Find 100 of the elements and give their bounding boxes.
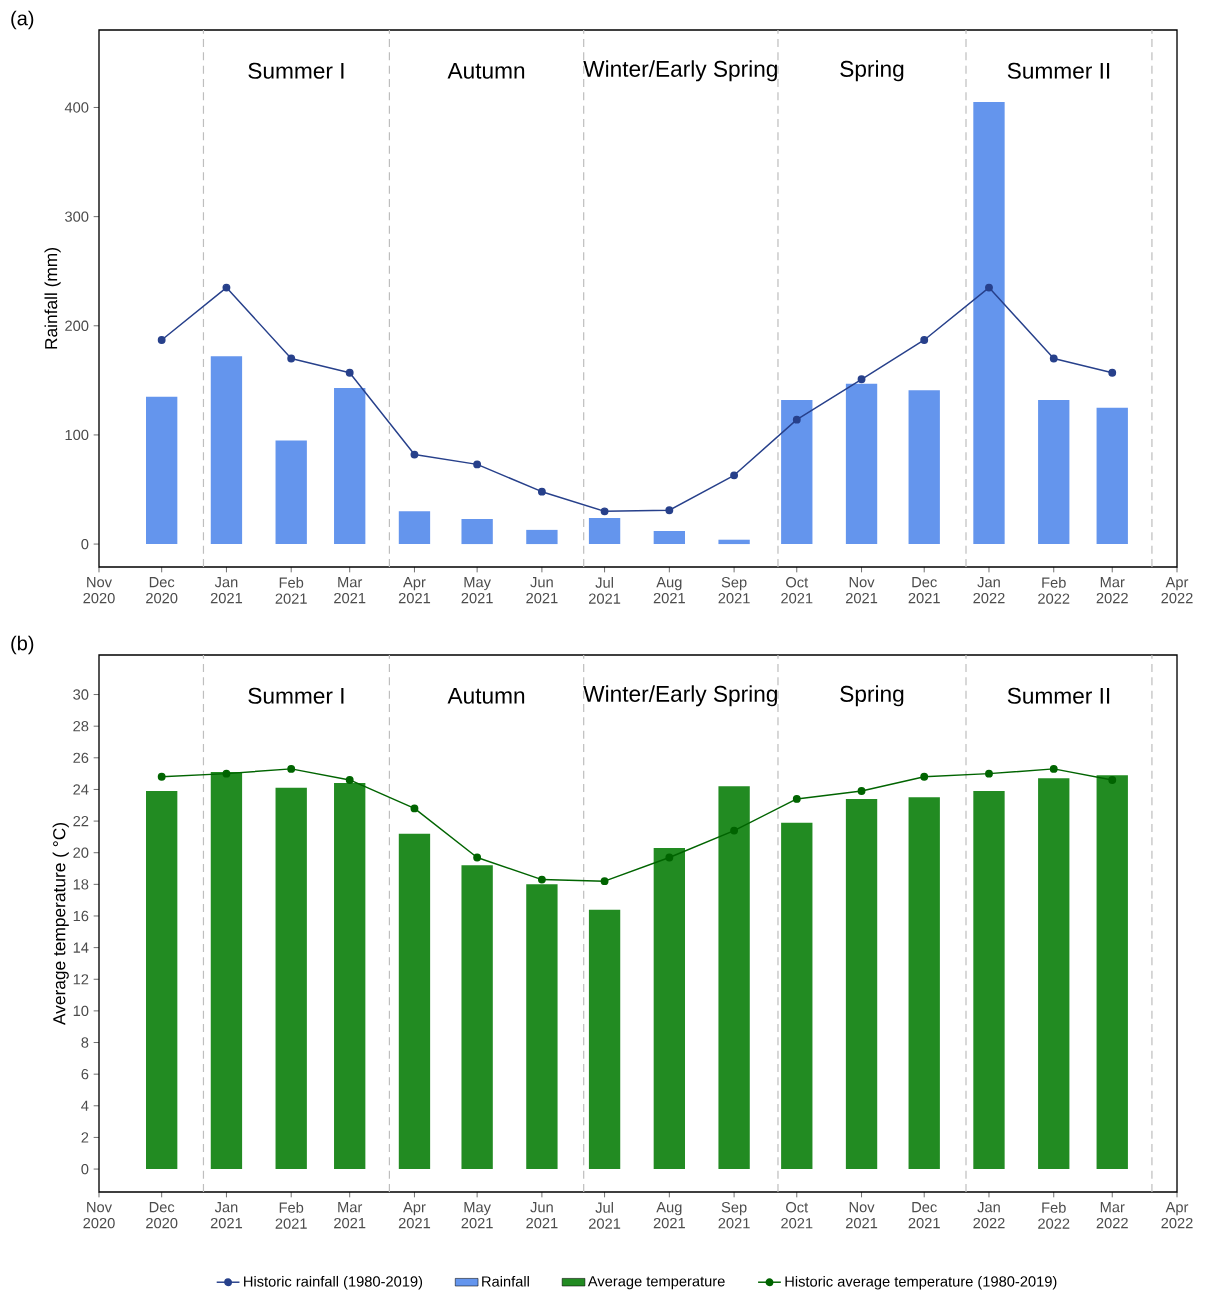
bar	[526, 884, 558, 1170]
annotation: Autumn	[447, 62, 525, 79]
bar	[973, 102, 1005, 545]
bar	[334, 387, 366, 545]
y-tick-label: 18	[73, 879, 89, 890]
point	[857, 787, 866, 795]
bar	[1038, 778, 1070, 1170]
x-tick-label: Dec 2020	[146, 577, 178, 604]
bar	[845, 798, 878, 1170]
bar	[146, 396, 178, 545]
y-tick-label: 24	[73, 784, 89, 795]
legend-label: Rainfall	[482, 1275, 529, 1287]
y-tick-label: 30	[73, 689, 89, 700]
x-tick-label: Aug 2021	[653, 1202, 685, 1229]
x-tick-label: Mar 2022	[1096, 1202, 1128, 1229]
point	[537, 875, 546, 884]
x-tick-label: Jul 2021	[588, 577, 621, 604]
y-tick-label: 4	[81, 1100, 89, 1111]
bar	[210, 772, 243, 1170]
point	[920, 772, 929, 781]
point	[157, 772, 166, 781]
y-axis-title: Average temperature ( °C)	[52, 823, 69, 1026]
point	[600, 507, 609, 516]
x-tick-label: Apr 2021	[398, 1202, 431, 1229]
annotation: Summer I	[248, 687, 344, 704]
x-tick-label: Dec 2021	[908, 577, 940, 604]
x-tick-label: Jun 2021	[526, 1202, 558, 1229]
bar	[718, 539, 750, 545]
point	[345, 368, 354, 377]
x-tick-label: Nov 2021	[845, 1202, 878, 1229]
x-tick-label: Feb 2022	[1038, 577, 1070, 604]
point	[600, 877, 609, 886]
point	[222, 769, 231, 778]
bar	[398, 511, 431, 545]
annotation: Summer I	[248, 62, 344, 79]
y-tick-label: 400	[64, 102, 89, 113]
point	[665, 506, 674, 515]
point	[287, 764, 296, 773]
bar	[908, 390, 940, 545]
annotation: Spring	[840, 685, 904, 707]
y-tick-label: 0	[81, 1163, 89, 1175]
y-tick-label: 22	[73, 815, 89, 827]
x-tick-label: May 2021	[461, 1202, 493, 1229]
y-tick-label: 16	[73, 910, 89, 922]
bar	[908, 797, 940, 1170]
x-tick-label: Jan 2022	[973, 1202, 1005, 1229]
x-tick-label: Feb 2022	[1038, 1202, 1070, 1229]
y-tick-label: 2	[81, 1132, 89, 1143]
point	[1108, 776, 1117, 784]
bar	[781, 822, 813, 1170]
chart-title: (a)	[11, 10, 34, 30]
x-tick-label: Jun 2021	[526, 577, 558, 604]
point	[473, 460, 482, 469]
point	[920, 336, 929, 344]
point	[665, 853, 674, 862]
point	[537, 487, 546, 496]
x-tick-label: Aug 2021	[653, 577, 685, 604]
annotation: Autumn	[447, 687, 525, 704]
point	[473, 853, 482, 862]
point	[1049, 764, 1058, 773]
x-tick-label: Nov 2020	[83, 577, 115, 604]
x-tick-label: Jan 2021	[210, 1202, 243, 1229]
x-tick-label: Apr 2021	[398, 577, 431, 604]
point	[985, 769, 993, 778]
x-tick-label: Oct 2021	[781, 1202, 813, 1229]
bar	[461, 518, 493, 545]
point	[222, 283, 231, 292]
x-tick-label: Apr 2022	[1161, 577, 1193, 604]
point	[730, 471, 739, 480]
point	[985, 283, 993, 292]
x-tick-label: Nov 2020	[83, 1202, 115, 1229]
bar	[461, 865, 493, 1170]
x-tick-label: Apr 2022	[1161, 1202, 1193, 1229]
x-tick-label: Mar 2022	[1096, 577, 1128, 604]
bar	[526, 529, 558, 545]
point	[792, 415, 801, 424]
x-tick-label: Dec 2021	[908, 1202, 940, 1229]
bar	[334, 783, 366, 1170]
point	[410, 804, 419, 813]
bar	[210, 356, 243, 545]
bar	[1096, 775, 1128, 1170]
bar	[1096, 407, 1128, 545]
point	[287, 354, 296, 363]
y-tick-label: 10	[73, 1005, 89, 1017]
x-tick-label: Oct 2021	[781, 577, 813, 604]
y-tick-label: 100	[65, 429, 89, 441]
point	[730, 826, 739, 835]
y-tick-label: 28	[73, 721, 89, 732]
point	[857, 375, 866, 384]
y-tick-label: 26	[73, 752, 89, 763]
x-tick-label: Dec 2020	[146, 1202, 178, 1229]
y-tick-label: 6	[81, 1068, 89, 1080]
legend-label: Historic rainfall (1980-2019)	[244, 1275, 423, 1290]
x-tick-label: Sep 2021	[718, 577, 750, 604]
bar	[275, 787, 307, 1170]
bar	[588, 517, 621, 545]
x-tick-label: Jan 2022	[973, 577, 1005, 604]
annotation: Spring	[840, 60, 904, 82]
bar	[398, 833, 431, 1170]
annotation: Summer II	[1007, 62, 1110, 79]
